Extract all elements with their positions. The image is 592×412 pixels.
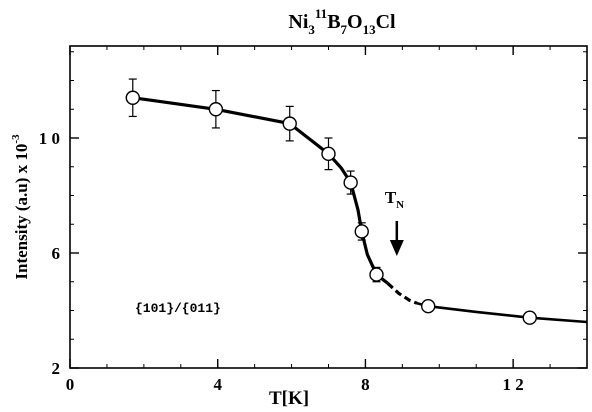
data-point: [522, 310, 537, 325]
data-point: [354, 224, 369, 239]
data-points: [125, 90, 537, 325]
error-bars: [128, 78, 381, 283]
data-point: [369, 267, 384, 282]
title-sub-3: 3: [308, 22, 315, 37]
title-cl: Cl: [376, 11, 396, 33]
fit-curve-dashed: [386, 282, 418, 305]
axis-ticks: [69, 46, 587, 369]
plot-frame: [69, 45, 588, 369]
title-sup-11: 11: [315, 6, 327, 21]
reflection-label: {101}/{011}: [135, 301, 221, 316]
y-tick-label: 2: [52, 359, 61, 378]
title-b: B: [327, 11, 340, 33]
axis-tick-labels: 0 4 8 1 2 2 6 1 0: [39, 129, 524, 394]
data-point: [208, 102, 224, 117]
data-point: [321, 146, 336, 162]
x-axis-label: T[K]: [269, 388, 309, 409]
x-tick-label: 8: [361, 375, 370, 394]
title-sub-13: 13: [363, 22, 377, 37]
tn-label-sub: N: [396, 199, 404, 211]
y-axis-label-exponent: -3: [10, 134, 22, 144]
fit-curve-solid-low: [132, 96, 389, 285]
y-tick-label: 6: [52, 244, 61, 263]
fit-curve-solid-high: [416, 302, 588, 324]
tn-label-main: T: [385, 188, 397, 207]
data-point: [343, 175, 358, 190]
data-point: [282, 116, 297, 131]
fit-curve: [132, 96, 588, 324]
data-point: [421, 298, 436, 314]
x-tick-label: 4: [213, 375, 222, 394]
title-sub-7: 7: [341, 22, 348, 37]
tn-annotation: TN: [385, 188, 404, 256]
x-tick-label: 1 2: [503, 375, 524, 394]
x-tick-label: 0: [66, 375, 75, 394]
tn-label: TN: [385, 188, 404, 211]
data-point: [125, 90, 140, 105]
chart-title: Ni311B7O13Cl: [288, 6, 396, 37]
y-tick-label: 1 0: [39, 129, 60, 148]
tn-arrow-head: [389, 240, 404, 256]
y-axis-label-text: Intensity (a.u) x 10: [12, 144, 31, 280]
y-axis-label: Intensity (a.u) x 10-3: [10, 134, 31, 280]
title-ni: Ni: [288, 11, 308, 33]
title-o: O: [347, 11, 363, 33]
